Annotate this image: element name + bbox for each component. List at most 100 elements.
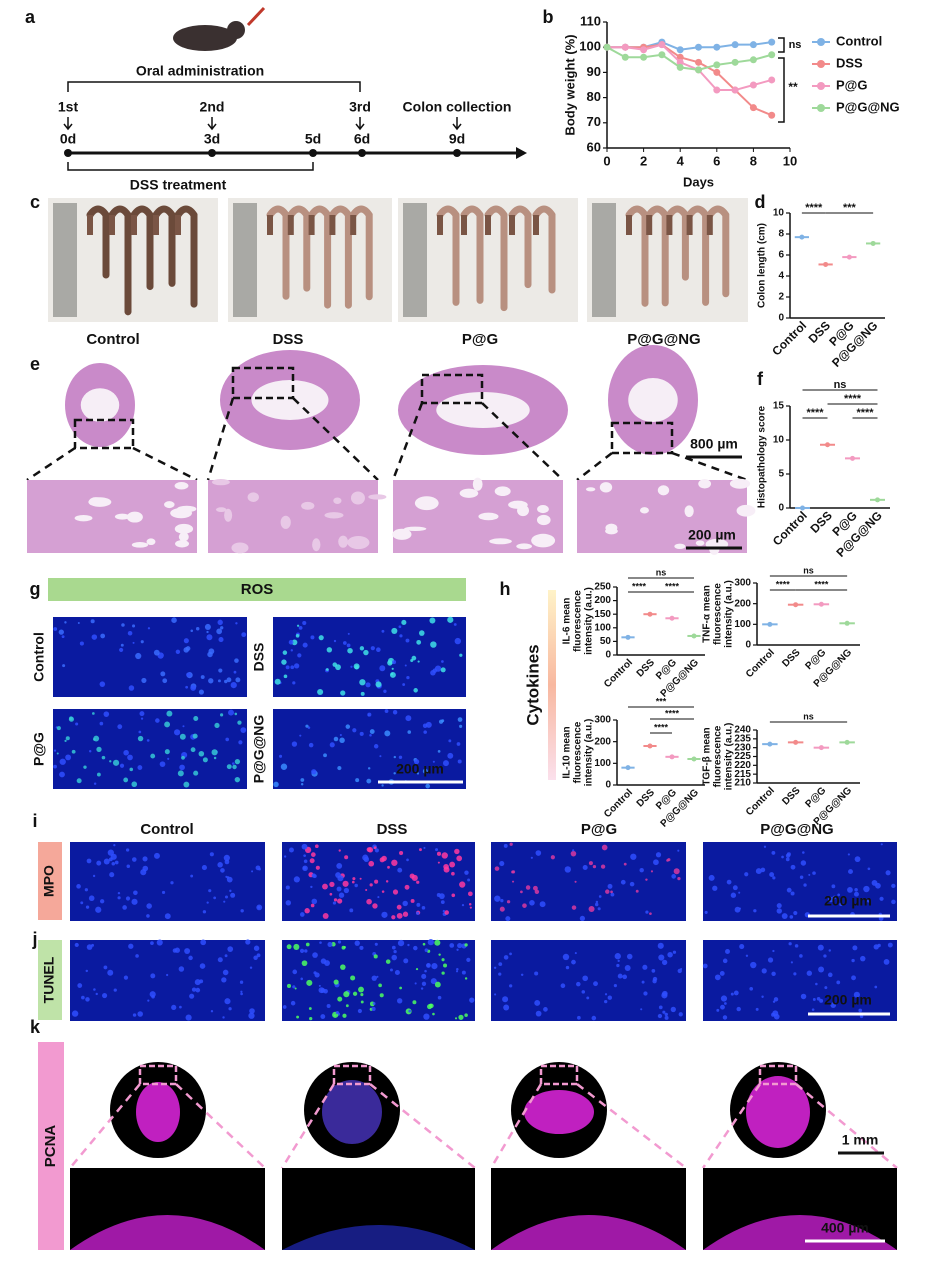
cell (179, 764, 185, 771)
cell (359, 731, 364, 736)
label: **** (805, 202, 823, 214)
cell (613, 984, 617, 988)
cell (406, 858, 409, 862)
cell (520, 890, 523, 894)
cell (664, 1015, 669, 1020)
crypt (324, 512, 344, 519)
cell (745, 954, 749, 957)
cell (300, 977, 303, 981)
tissue (282, 1225, 475, 1250)
crypt (639, 507, 649, 514)
cell (333, 639, 337, 643)
marker (768, 111, 776, 119)
crypt (174, 523, 194, 534)
cell (360, 993, 364, 997)
label: TUNEL (41, 956, 57, 1003)
cell (391, 915, 396, 920)
label: intensity (a.u.) (584, 587, 595, 655)
cell (326, 647, 333, 653)
cell (284, 855, 287, 858)
cell (369, 733, 372, 737)
marker (658, 41, 666, 49)
label: **** (632, 581, 647, 591)
cell (416, 772, 420, 775)
cell (77, 983, 83, 988)
cell (534, 889, 540, 895)
cell (831, 884, 836, 889)
label: 250 (594, 582, 611, 593)
cell (132, 641, 135, 644)
cell (498, 962, 503, 966)
cell (324, 960, 330, 966)
cell (760, 867, 766, 873)
cell (117, 896, 121, 900)
cell (802, 851, 805, 854)
cell (208, 678, 214, 684)
cell (292, 969, 298, 975)
cell (102, 992, 108, 999)
cell (451, 893, 456, 898)
crypt (368, 494, 387, 500)
cell (863, 885, 870, 893)
cell (230, 681, 237, 689)
tissue (746, 1076, 810, 1148)
cell (253, 955, 258, 960)
label: 0 (778, 503, 784, 514)
crypt (489, 538, 512, 545)
cell (345, 724, 351, 729)
cell (357, 1008, 362, 1014)
cell (574, 880, 577, 883)
dot (208, 149, 216, 157)
crypt (684, 505, 694, 518)
label: **** (814, 579, 829, 589)
cell (224, 998, 231, 1005)
cell (416, 911, 420, 915)
cell (824, 986, 828, 990)
label: ns (789, 39, 802, 51)
cell (417, 660, 420, 663)
cell (607, 883, 613, 889)
cell (398, 755, 403, 760)
cell (343, 946, 346, 949)
cell (828, 896, 834, 903)
point (625, 765, 631, 771)
marker (640, 46, 648, 54)
cell (322, 883, 328, 890)
cell (761, 968, 767, 974)
arrow-head (516, 147, 527, 159)
cell (190, 874, 194, 878)
cell (387, 660, 393, 666)
cell (429, 617, 436, 624)
cell (530, 856, 533, 859)
cell (570, 850, 577, 857)
cell (195, 627, 200, 631)
cell (85, 905, 90, 909)
cell (719, 971, 725, 976)
colon (436, 205, 460, 306)
cell (101, 755, 106, 760)
cell (379, 665, 386, 672)
cell (607, 995, 613, 1000)
cell (200, 675, 205, 680)
cytokine-bar (548, 590, 556, 780)
cell (300, 778, 305, 782)
cell (286, 983, 292, 988)
cell (228, 709, 235, 716)
crypt (164, 501, 175, 509)
label: IL-10 mean (562, 726, 573, 778)
cell (371, 975, 377, 981)
cell (93, 735, 100, 742)
cell (454, 1017, 458, 1020)
label: e (30, 354, 40, 374)
label: 80 (587, 89, 601, 104)
cell (182, 725, 185, 728)
cell (225, 737, 230, 742)
cell (198, 689, 204, 695)
cell (146, 739, 150, 742)
crypt (531, 533, 556, 548)
cell (374, 879, 379, 884)
cell (416, 880, 420, 884)
cell (730, 992, 734, 996)
cell (240, 990, 243, 993)
cell (64, 739, 67, 742)
